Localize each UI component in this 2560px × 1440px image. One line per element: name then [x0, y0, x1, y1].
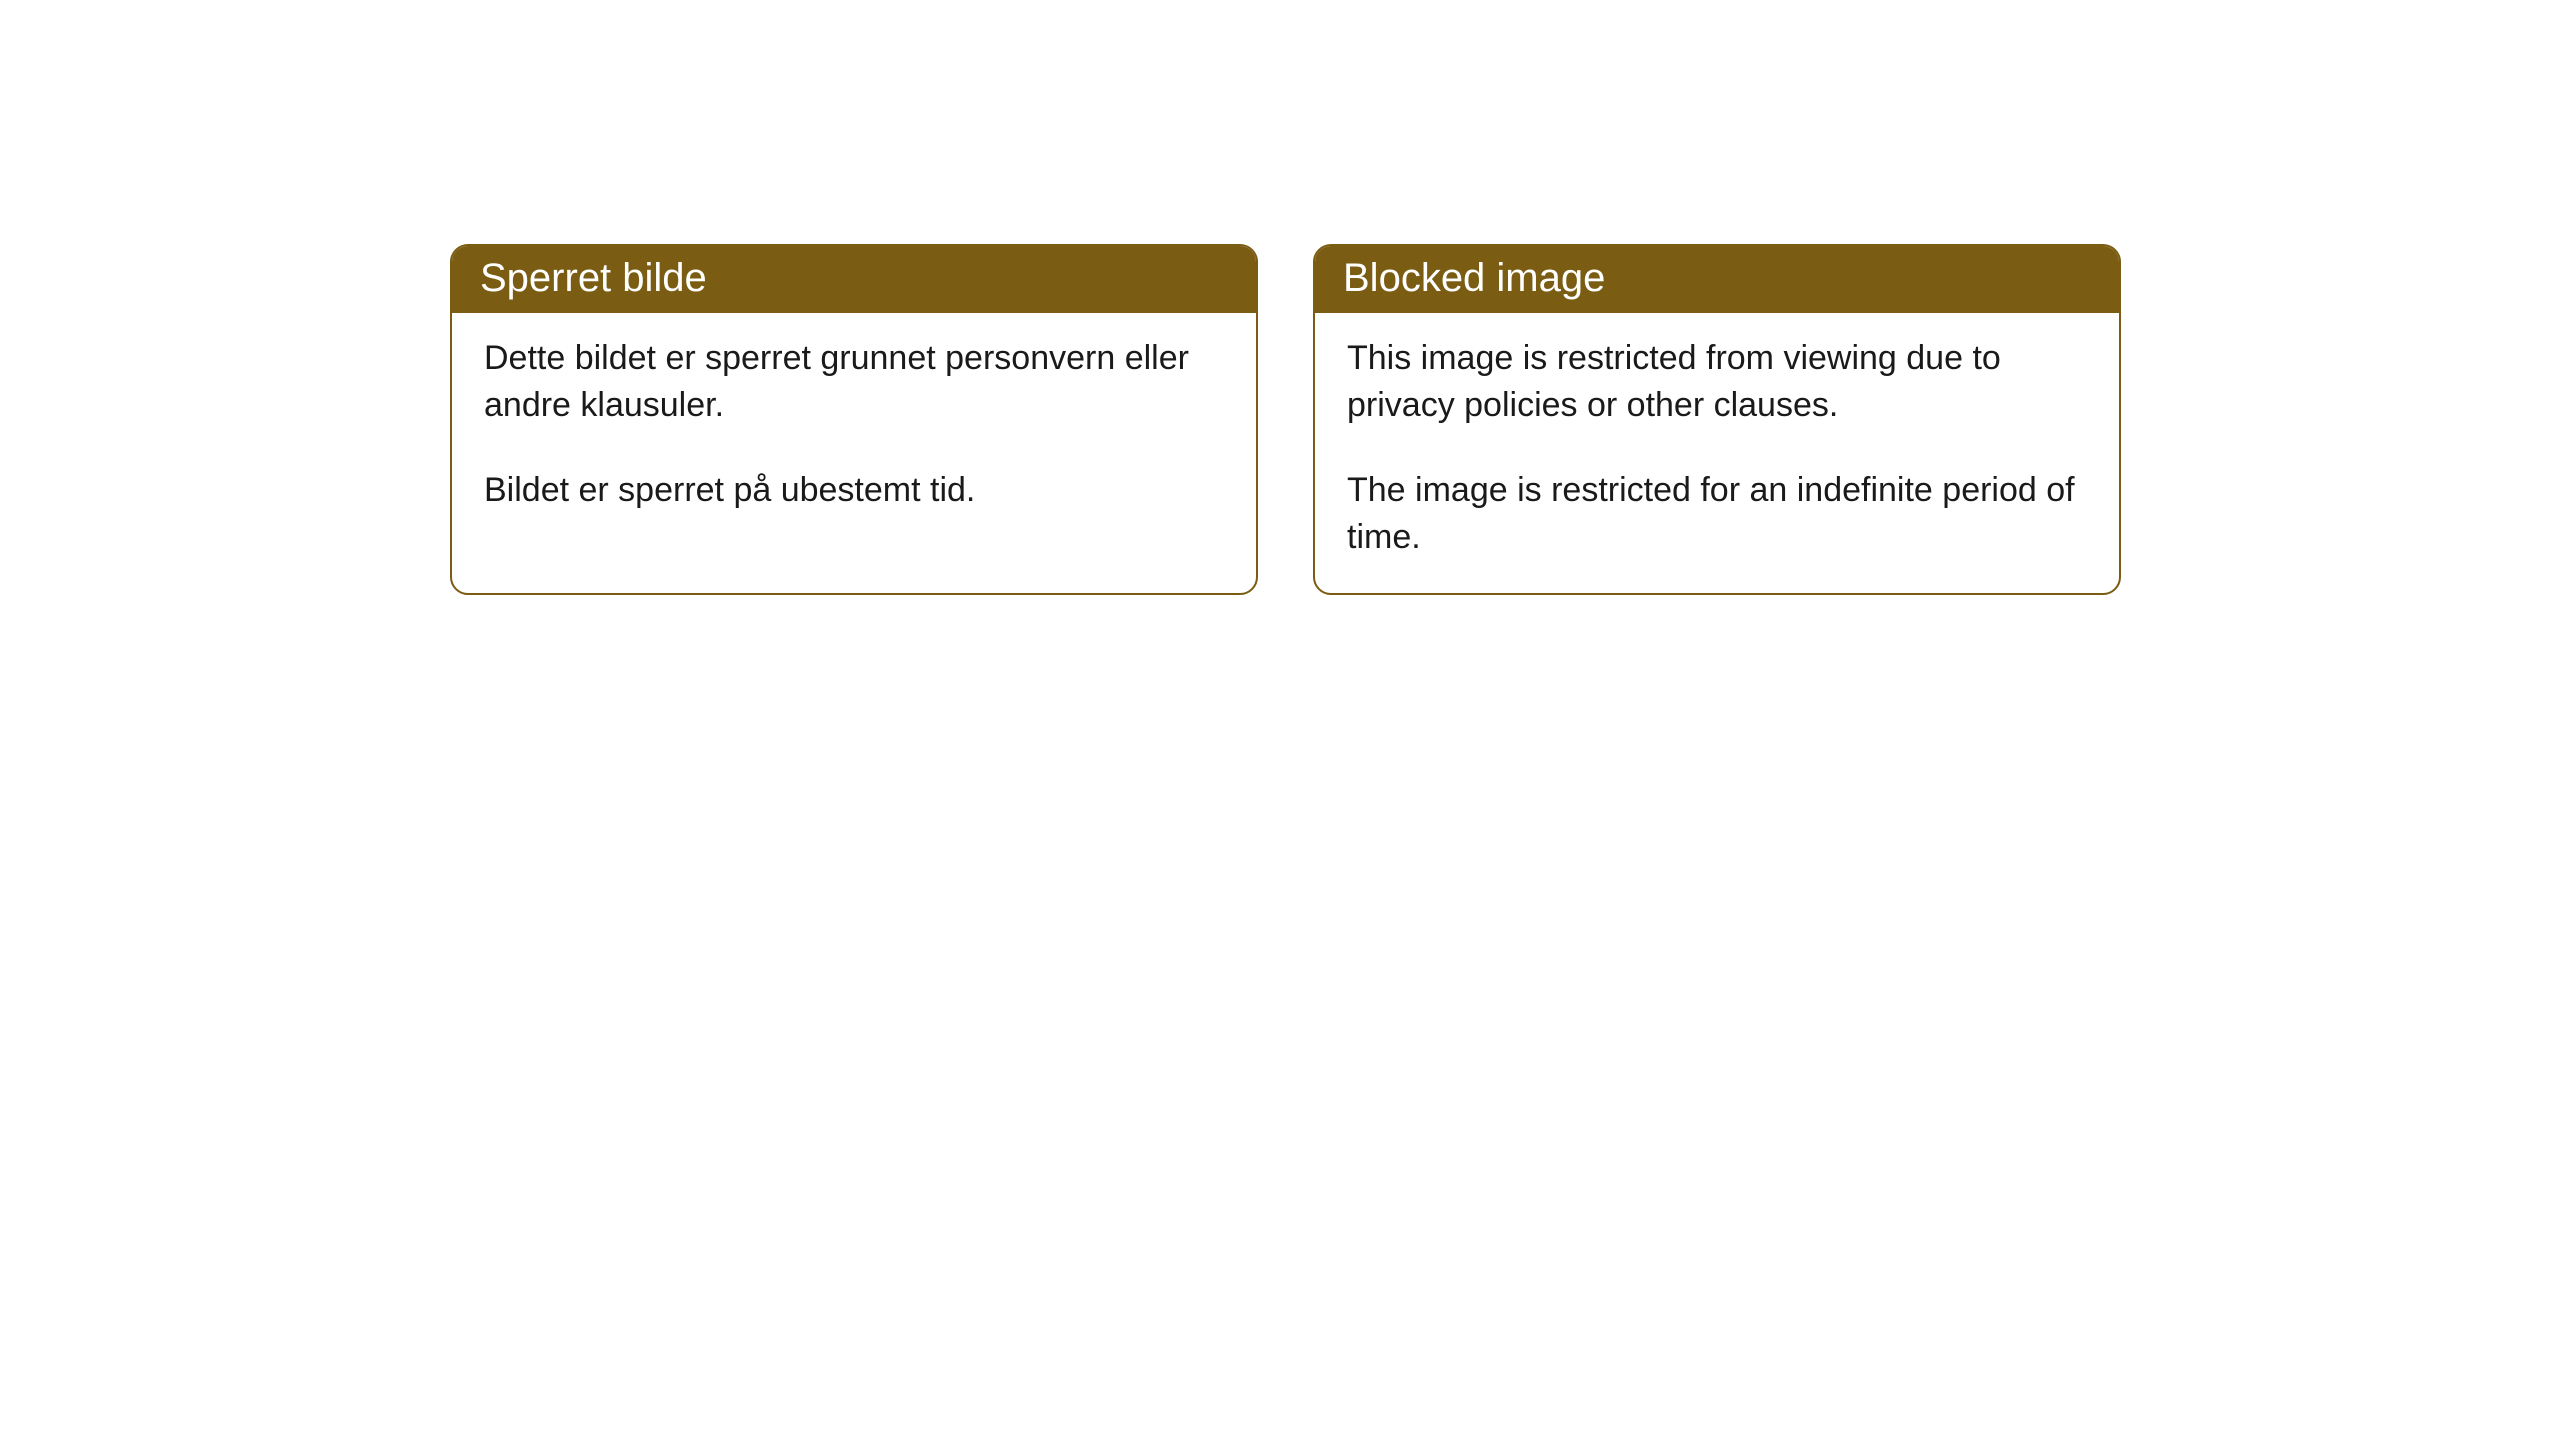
card-body-norwegian: Dette bildet er sperret grunnet personve… — [452, 313, 1256, 546]
blocked-image-card-english: Blocked image This image is restricted f… — [1313, 244, 2121, 595]
card-paragraph-norwegian-2: Bildet er sperret på ubestemt tid. — [484, 467, 1224, 514]
card-paragraph-norwegian-1: Dette bildet er sperret grunnet personve… — [484, 335, 1224, 429]
card-body-english: This image is restricted from viewing du… — [1315, 313, 2119, 593]
card-header-english: Blocked image — [1315, 246, 2119, 313]
card-title-norwegian: Sperret bilde — [480, 256, 707, 300]
card-paragraph-english-1: This image is restricted from viewing du… — [1347, 335, 2087, 429]
card-title-english: Blocked image — [1343, 256, 1605, 300]
card-header-norwegian: Sperret bilde — [452, 246, 1256, 313]
notice-container: Sperret bilde Dette bildet er sperret gr… — [450, 244, 2121, 595]
card-paragraph-english-2: The image is restricted for an indefinit… — [1347, 467, 2087, 561]
blocked-image-card-norwegian: Sperret bilde Dette bildet er sperret gr… — [450, 244, 1258, 595]
